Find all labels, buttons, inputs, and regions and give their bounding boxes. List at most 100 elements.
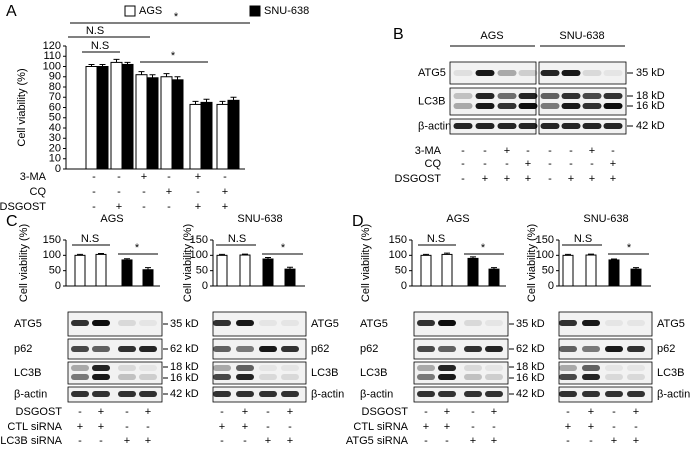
blot-band <box>417 374 435 380</box>
treatment-sign: + <box>482 173 488 185</box>
y-tick-label: 110 <box>43 50 61 62</box>
blot-band <box>540 70 560 76</box>
annotation: * <box>481 242 486 254</box>
blot-box <box>67 338 163 360</box>
y-tick-label: 80 <box>49 81 61 93</box>
treatment-sign: - <box>611 145 615 157</box>
error-bar <box>163 73 170 77</box>
blot-band <box>438 346 456 352</box>
y-tick-label: 90 <box>49 71 61 83</box>
blot-box <box>538 87 627 116</box>
error-bar <box>633 267 639 270</box>
blot-row-label: LC3B <box>14 367 42 379</box>
annotation: N.S <box>86 25 104 37</box>
blot-row-label: ATG5 <box>311 318 339 330</box>
blot-band <box>417 320 435 326</box>
bar <box>441 253 453 287</box>
y-tick-label: 50 <box>49 265 61 277</box>
treatment-sign: + <box>219 421 225 433</box>
annotation: N.S <box>427 233 445 245</box>
bar <box>96 66 109 170</box>
treatment-sign: + <box>287 406 293 418</box>
blot-band <box>281 374 299 380</box>
treatment-sign: + <box>589 145 595 157</box>
treatment-sign: - <box>548 173 552 185</box>
y-tick-label: 40 <box>49 122 61 134</box>
blot-band <box>438 365 456 371</box>
treatment-sign: + <box>633 406 639 418</box>
bar <box>216 103 229 170</box>
blot-band <box>485 374 503 380</box>
bar <box>142 269 154 287</box>
panel-label: B <box>393 26 404 43</box>
chart-title: SNU-638 <box>237 213 282 225</box>
blot-band <box>582 93 602 99</box>
blot-band <box>259 374 277 380</box>
annotation: N.S <box>81 233 99 245</box>
blot-band <box>464 374 482 380</box>
blot-band <box>281 346 299 352</box>
treatment-sign: + <box>423 421 429 433</box>
blot-band <box>92 374 110 380</box>
blot-box <box>538 118 627 135</box>
bar <box>227 99 240 170</box>
blot-band <box>582 320 600 326</box>
blot-band <box>139 365 157 371</box>
blot-band <box>259 365 277 371</box>
blot-band <box>417 391 435 397</box>
y-tick-label: 50 <box>395 265 407 277</box>
treatment-sign: + <box>222 201 228 213</box>
treatment-sign: - <box>590 158 594 170</box>
blot-band <box>71 391 89 397</box>
blot-band <box>475 123 495 129</box>
treatment-sign: + <box>633 435 639 447</box>
error-bar <box>149 74 156 78</box>
treatment-sign: - <box>548 158 552 170</box>
blot-band <box>518 123 538 129</box>
bar <box>284 268 296 287</box>
blot-row-label: LC3B <box>311 367 339 379</box>
size-label: 42 kD <box>170 388 199 400</box>
treatment-sign: - <box>78 435 82 447</box>
blot-band <box>259 391 277 397</box>
treatment-sign: - <box>566 435 570 447</box>
annotation: * <box>174 11 179 23</box>
blot-row-label: ATG5 <box>360 318 388 330</box>
blot-band <box>603 93 623 99</box>
treatment-sign: - <box>117 186 121 198</box>
error-bar <box>77 253 83 256</box>
y-axis-label: Cell viability (%) <box>16 68 28 146</box>
y-tick-label: 100 <box>389 249 407 261</box>
treatment-sign: + <box>491 406 497 418</box>
treatment-sign: - <box>569 158 573 170</box>
treatment-sign: - <box>461 145 465 157</box>
blot-box <box>67 361 163 385</box>
treatment-sign: - <box>505 158 509 170</box>
error-bar <box>88 63 95 67</box>
treatment-sign: - <box>483 145 487 157</box>
error-bar <box>444 252 450 255</box>
bar <box>488 268 500 287</box>
y-axis-label: Cell viability (%) <box>18 224 30 302</box>
bar <box>262 258 274 287</box>
blot-box <box>67 386 163 403</box>
treatment-sign: + <box>504 173 510 185</box>
blot-band <box>485 346 503 352</box>
treatment-sign: + <box>525 173 531 185</box>
blot-band <box>518 70 538 76</box>
legend-label: SNU-638 <box>264 5 309 17</box>
bar <box>135 74 148 170</box>
blot-band <box>582 391 600 397</box>
blot-row-label: LC3B <box>418 95 446 107</box>
y-tick-label: 150 <box>190 234 208 246</box>
treatment-sign: + <box>98 406 104 418</box>
blot-band <box>582 365 600 371</box>
y-tick-label: 150 <box>536 234 554 246</box>
blot-band <box>417 346 435 352</box>
error-bar <box>174 76 181 80</box>
treatment-sign: - <box>223 171 227 183</box>
bar <box>171 79 184 170</box>
size-label: 18 kD <box>170 361 199 373</box>
blot-band <box>139 374 157 380</box>
annotation: N.S <box>574 233 592 245</box>
